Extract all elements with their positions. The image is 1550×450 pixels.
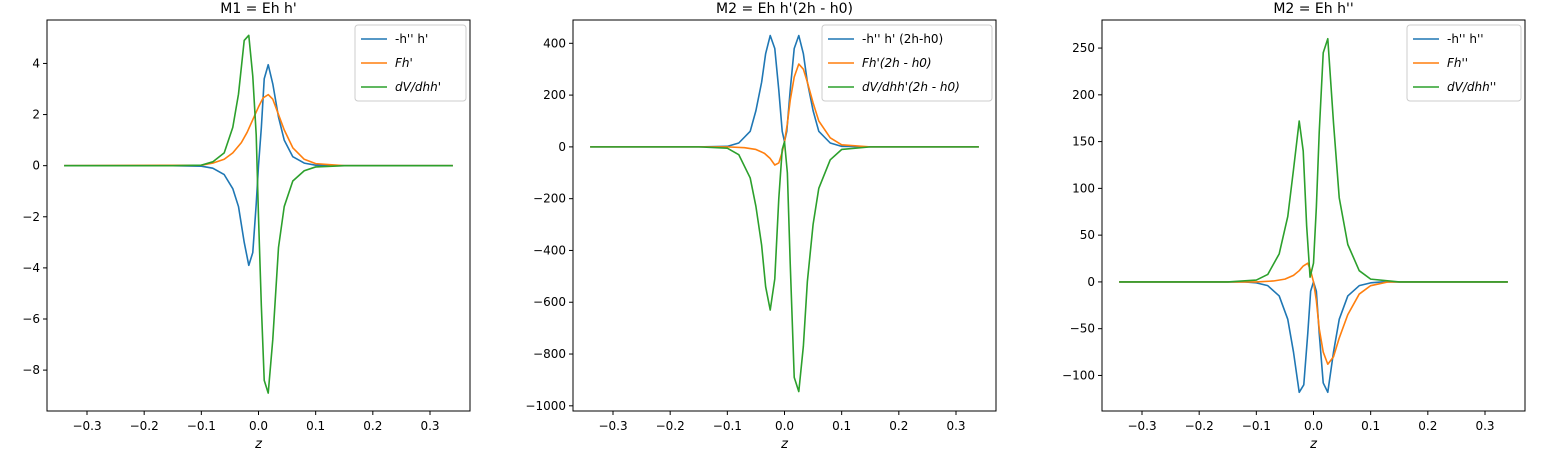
y-tick-label: −4	[22, 261, 40, 275]
series-line-1	[64, 63, 453, 267]
series-group	[1119, 37, 1508, 394]
x-tick-label: −0.2	[1185, 419, 1214, 433]
y-tick-label: 150	[1072, 135, 1095, 149]
x-tick-label: 0.1	[832, 419, 851, 433]
x-tick-label: 0.2	[889, 419, 908, 433]
y-tick-label: 0	[32, 159, 40, 173]
x-axis-label: z	[780, 437, 789, 450]
x-tick-label: 0.3	[1475, 419, 1494, 433]
legend-box	[821, 24, 993, 102]
y-tick-label: 50	[1080, 228, 1095, 242]
y-tick-label: −400	[533, 243, 566, 257]
legend-label: Fh'	[395, 56, 413, 70]
y-tick-label: 4	[32, 56, 40, 70]
x-tick-label: −0.1	[713, 419, 742, 433]
legend-label: Fh''	[1447, 56, 1468, 70]
legend-label: -h'' h''	[1447, 32, 1484, 46]
y-tick-label: −800	[533, 347, 566, 361]
x-tick-label: −0.1	[1242, 419, 1271, 433]
y-tick-label: 200	[1072, 88, 1095, 102]
series-line-2	[1119, 262, 1508, 366]
y-tick-label: 0	[558, 140, 566, 154]
x-tick-label: 0.2	[363, 419, 382, 433]
legend-label: Fh'(2h - h0)	[862, 56, 932, 70]
series-line-3	[64, 34, 453, 394]
chart-title: M2 = Eh h'(2h - h0)	[716, 1, 853, 17]
subplot-3: −0.3 −0.2 −0.1 0.0 0.1 0.2 0.3 −100 −50 0 50 100 150…	[1062, 1, 1526, 450]
subplot-2: −0.3 −0.2 −0.1 0.0 0.1 0.2 0.3 −1000 −800 −600 −40…	[525, 1, 997, 450]
x-tick-label: −0.1	[187, 419, 216, 433]
legend-label: dV/dhh'(2h - h0)	[862, 80, 960, 94]
series-line-3	[1119, 37, 1508, 283]
series-group	[64, 34, 453, 394]
chart-title: M1 = Eh h'	[220, 1, 297, 17]
y-tick-label: 250	[1072, 41, 1095, 55]
legend-box	[1406, 24, 1522, 102]
y-tick-label: 0	[1087, 275, 1095, 289]
y-tick-label: −1000	[525, 399, 566, 413]
legend-label: -h'' h' (2h-h0)	[862, 32, 943, 46]
x-tick-label: 0.1	[1361, 419, 1380, 433]
y-tick-label: 100	[1072, 181, 1095, 195]
x-tick-label: −0.2	[656, 419, 685, 433]
y-tick-label: −600	[533, 295, 566, 309]
x-tick-label: 0.0	[775, 419, 794, 433]
x-tick-label: −0.2	[130, 419, 159, 433]
x-tick-label: 0.0	[249, 419, 268, 433]
legend-box	[354, 24, 467, 102]
series-group	[590, 34, 979, 393]
legend-label: -h'' h'	[395, 32, 428, 46]
x-tick-label: 0.3	[946, 419, 965, 433]
y-tick-label: −6	[22, 312, 40, 326]
x-tick-label: 0.1	[306, 419, 325, 433]
legend: -h'' h'' Fh'' dV/dhh''	[1406, 24, 1522, 102]
x-axis-label: z	[1309, 437, 1318, 450]
legend: -h'' h' (2h-h0) Fh'(2h - h0) dV/dhh'(2h - …	[821, 24, 993, 102]
chart-title: M2 = Eh h''	[1273, 1, 1353, 17]
series-line-2	[64, 93, 453, 167]
subplot-1: −0.3 −0.2 −0.1 0.0 0.1 0.2 0.3 −8 −6 −4 −2 0 2 4 M1 = …	[22, 1, 471, 450]
series-line-1	[1119, 281, 1508, 394]
series-line-2	[590, 63, 979, 166]
legend-label: dV/dhh''	[1447, 80, 1496, 94]
y-tick-label: −50	[1070, 322, 1095, 336]
x-tick-label: 0.3	[420, 419, 439, 433]
y-tick-label: 2	[32, 108, 40, 122]
x-tick-label: 0.0	[1304, 419, 1323, 433]
y-tick-label: −8	[22, 363, 40, 377]
x-tick-label: 0.2	[1418, 419, 1437, 433]
x-tick-label: −0.3	[598, 419, 627, 433]
x-tick-label: −0.3	[72, 419, 101, 433]
x-tick-label: −0.3	[1127, 419, 1156, 433]
legend: -h'' h' Fh' dV/dhh'	[354, 24, 467, 102]
y-tick-label: 200	[543, 88, 566, 102]
y-tick-label: −100	[1062, 368, 1095, 382]
legend-label: dV/dhh'	[395, 80, 441, 94]
y-tick-label: −2	[22, 210, 40, 224]
y-tick-label: −200	[533, 192, 566, 206]
y-tick-label: 400	[543, 36, 566, 50]
series-line-3	[590, 140, 979, 393]
x-axis-label: z	[254, 437, 263, 450]
